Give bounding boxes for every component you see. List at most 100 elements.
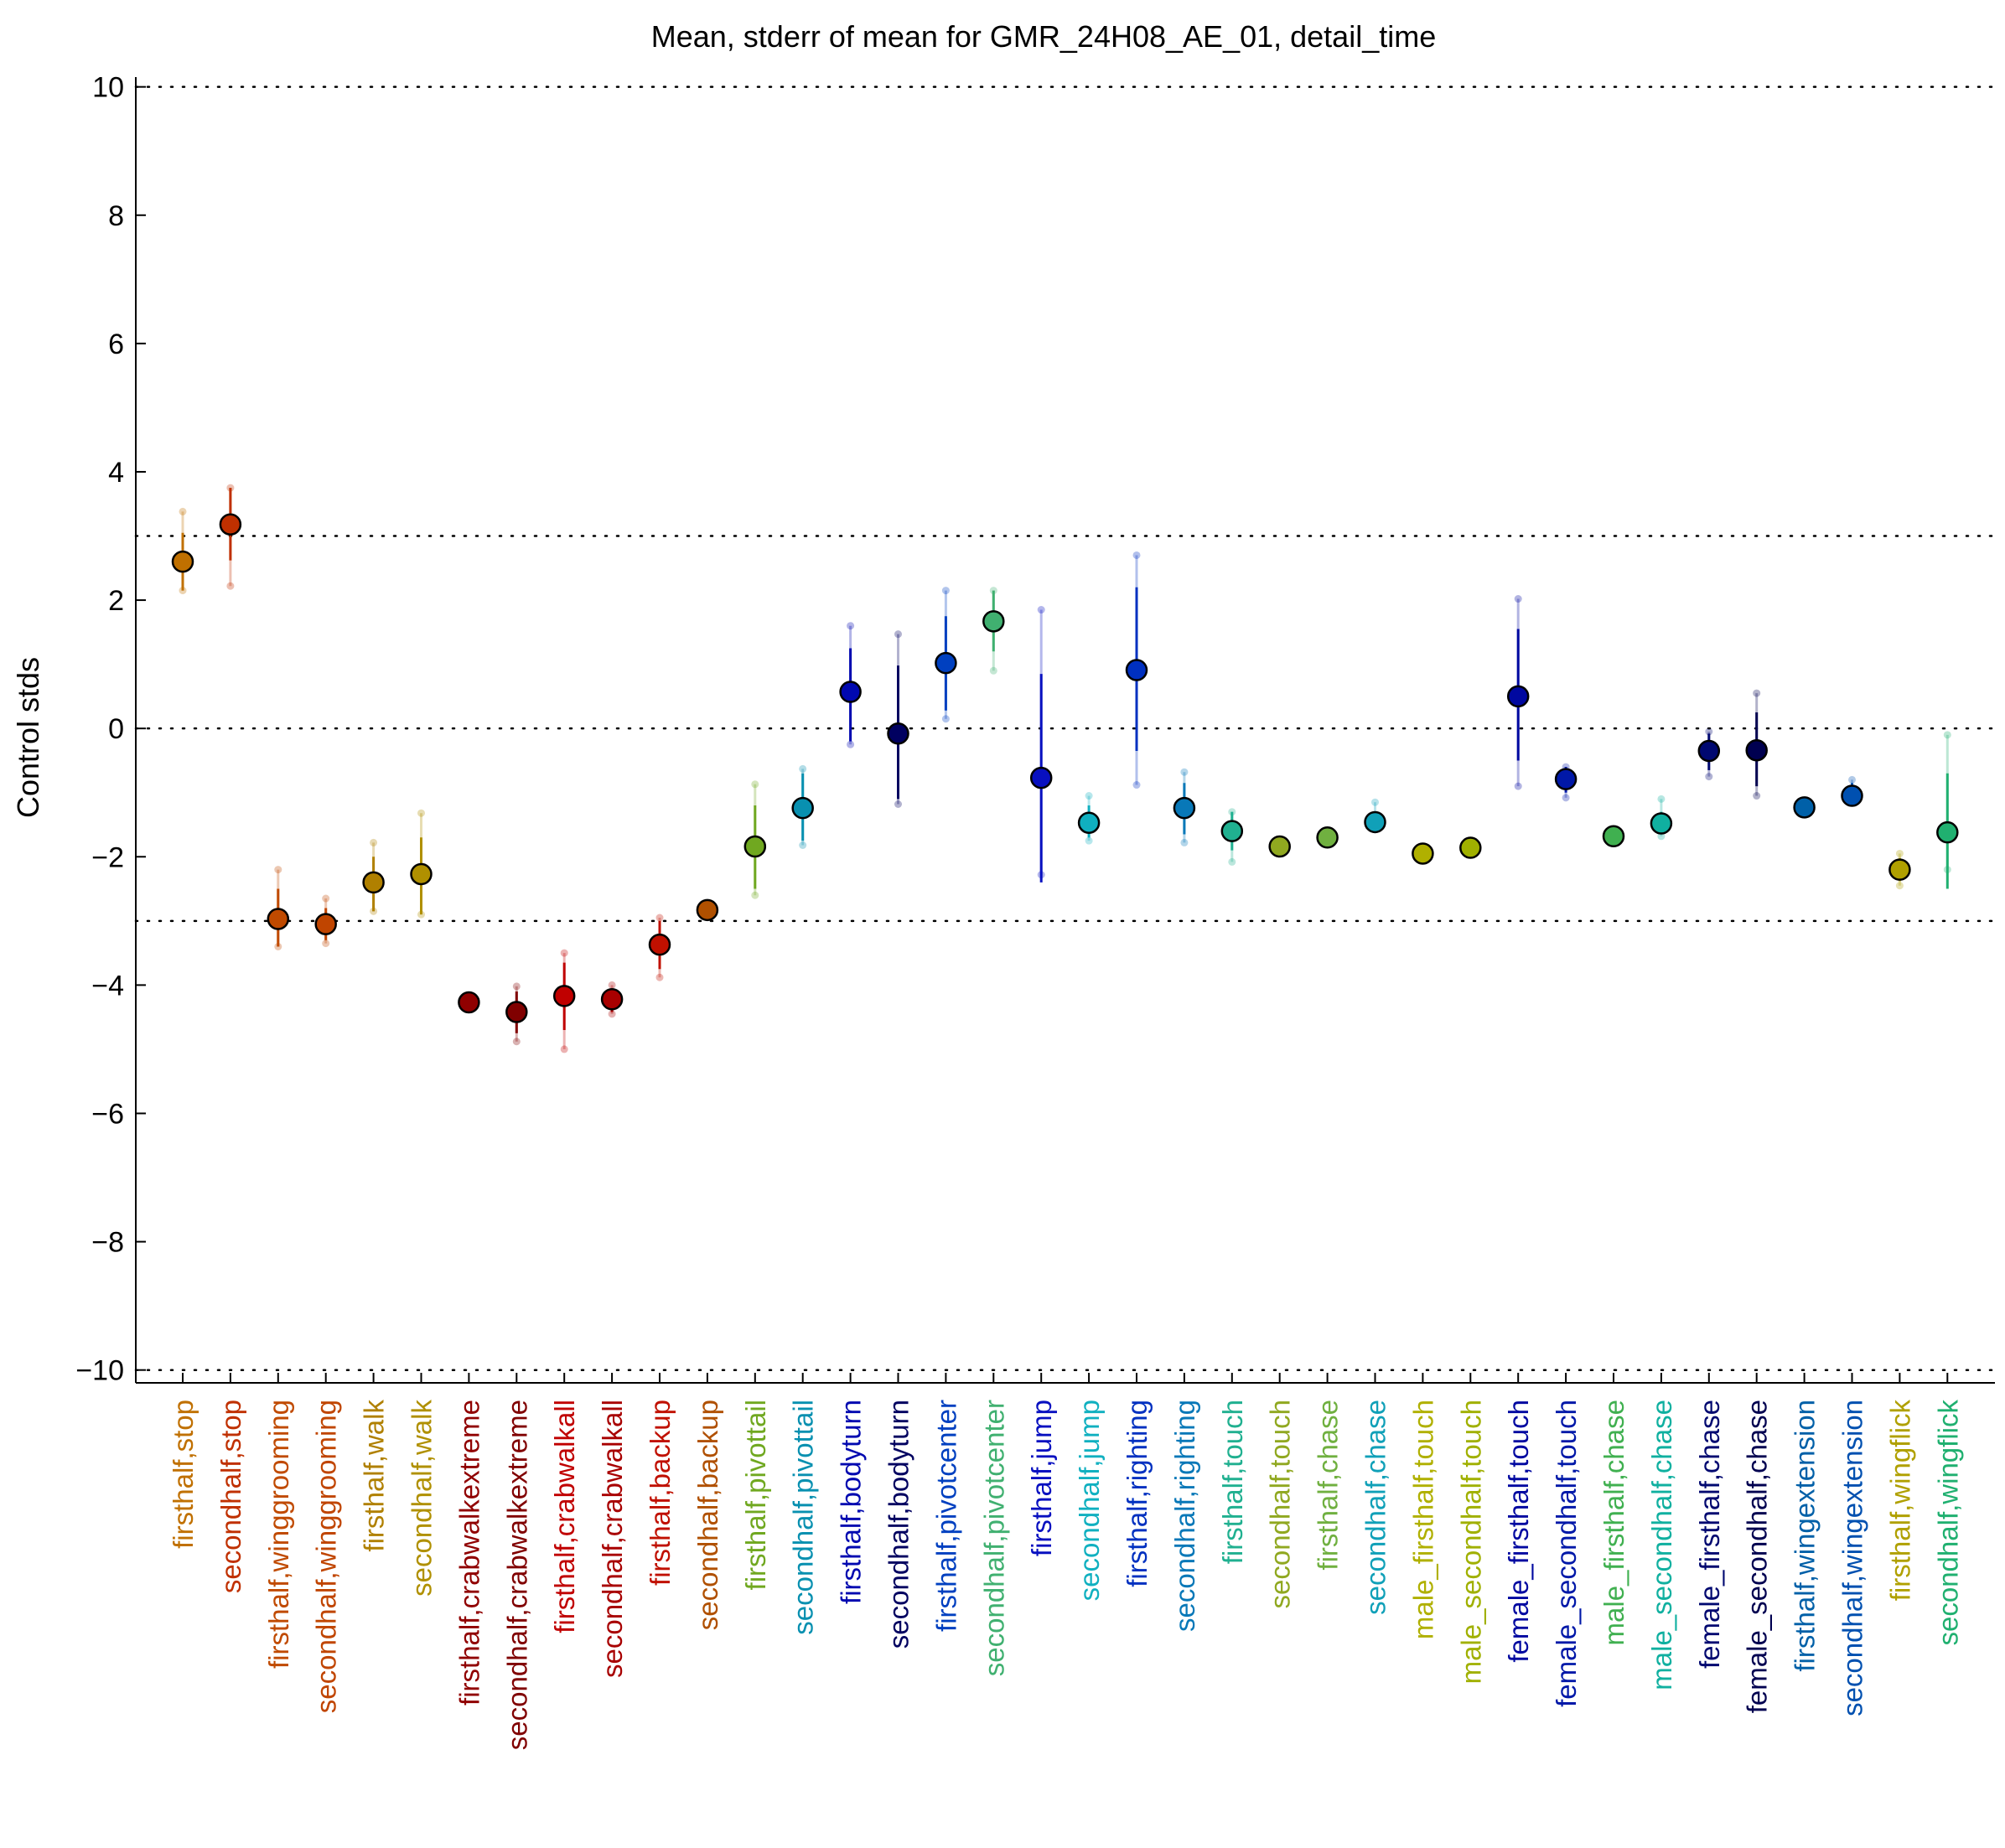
data-point-group <box>1554 763 1578 802</box>
y-tick-label: 10 <box>92 72 124 104</box>
data-point-group <box>791 764 814 849</box>
mean-marker <box>887 722 909 745</box>
data-point-group <box>1173 768 1196 846</box>
data-point-group <box>219 484 242 590</box>
range-end-dot <box>989 666 997 675</box>
data-point-group <box>935 587 957 723</box>
mean-marker <box>791 796 814 820</box>
range-end-dot <box>1895 882 1904 890</box>
x-tick-label: secondhalf,pivottail <box>788 1400 819 1635</box>
x-tick-label: female_secondhalf,chase <box>1742 1400 1773 1713</box>
data-point-group <box>600 981 624 1018</box>
y-tick-label: 8 <box>108 200 124 232</box>
data-point-group <box>1220 808 1244 866</box>
x-tick-label: female_secondhalf,touch <box>1551 1400 1582 1707</box>
range-end-dot <box>608 981 616 989</box>
x-tick-label: secondhalf,backup <box>692 1400 723 1630</box>
mean-marker <box>1745 738 1768 762</box>
range-end-dot <box>512 982 521 991</box>
y-tick-label: −8 <box>91 1227 124 1259</box>
mean-marker <box>696 898 719 922</box>
x-tick-label: female_firsthalf,chase <box>1694 1400 1725 1669</box>
range-end-dot <box>894 800 902 809</box>
range-end-dot <box>1705 773 1713 781</box>
data-point-group <box>1459 836 1482 859</box>
axes <box>135 77 1995 1384</box>
mean-marker <box>267 908 290 930</box>
data-point-group <box>743 780 767 899</box>
y-tick-label: −4 <box>91 970 124 1002</box>
x-tick-label: firsthalf,wingextension <box>1790 1400 1821 1672</box>
range-end-dot <box>751 780 759 789</box>
mean-marker <box>171 550 194 573</box>
range-end-dot <box>1895 849 1904 857</box>
range-end-dot <box>512 1038 521 1046</box>
x-tick-label: secondhalf,righting <box>1169 1400 1200 1632</box>
range-end-dot <box>847 740 855 748</box>
data-point-group <box>1077 792 1101 845</box>
range-end-dot <box>1371 798 1379 806</box>
x-tick-label: male_firsthalf,touch <box>1407 1400 1438 1639</box>
range-end-dot <box>322 940 330 948</box>
y-tick-label: −10 <box>75 1355 124 1387</box>
mean-marker <box>1888 858 1911 881</box>
data-point-group <box>458 991 480 1014</box>
mean-marker <box>1650 812 1673 835</box>
x-tick-label: secondhalf,winggrooming <box>311 1400 342 1713</box>
range-end-dot <box>941 587 950 595</box>
data-point-group <box>1125 551 1148 789</box>
data-point-group <box>1745 689 1768 800</box>
data-point-group <box>1793 796 1816 819</box>
x-tick-label: secondhalf,walk <box>407 1400 438 1597</box>
x-tick-label: male_firsthalf,chase <box>1598 1400 1629 1645</box>
mean-marker <box>1506 685 1530 708</box>
data-point-group <box>648 914 671 981</box>
data-point-group <box>1697 727 1721 781</box>
x-tick-label: male_secondhalf,touch <box>1455 1400 1486 1684</box>
mean-marker <box>1316 826 1339 849</box>
mean-marker <box>1602 825 1625 848</box>
y-axis-label: Control stds <box>11 657 45 818</box>
x-tick-label: firsthalf,backup <box>645 1400 676 1586</box>
range-end-dot <box>226 582 235 590</box>
range-end-dot <box>655 973 664 981</box>
range-end-dot <box>1848 775 1856 784</box>
x-tick-label: female_firsthalf,touch <box>1503 1400 1534 1663</box>
data-point-group <box>887 630 909 809</box>
range-end-dot <box>274 866 282 874</box>
range-end-dot <box>894 630 902 639</box>
mean-marker <box>935 651 957 675</box>
range-end-dot <box>322 894 330 903</box>
data-point-group <box>839 622 862 748</box>
mean-marker <box>1220 820 1244 842</box>
range-end-dot <box>847 622 855 630</box>
range-end-dot <box>1132 781 1141 789</box>
y-ticks: 10 8 6 4 2 0 −2 −4 −6 −8 −10 <box>75 72 146 1387</box>
range-end-dot <box>799 841 807 849</box>
range-end-dot <box>1085 792 1093 800</box>
x-tick-label: firsthalf,crabwalkextreme <box>453 1400 484 1706</box>
x-tick-label: firsthalf,wingflick <box>1884 1400 1915 1602</box>
range-end-dot <box>608 1010 616 1018</box>
mean-marker <box>743 835 767 858</box>
data-point-group <box>1841 775 1863 807</box>
range-end-dot <box>799 764 807 773</box>
mean-marker <box>1364 810 1386 834</box>
data-point-group <box>1364 798 1386 834</box>
x-tick-label: firsthalf,pivotcenter <box>930 1400 961 1632</box>
data-point-group <box>410 809 433 919</box>
range-end-dot <box>560 949 568 957</box>
mean-marker <box>505 1001 528 1023</box>
x-tick-label: secondhalf,jump <box>1074 1400 1105 1601</box>
x-tick-label: firsthalf,stop <box>168 1400 199 1549</box>
data-point-group <box>982 587 1005 675</box>
mean-marker <box>1841 784 1863 807</box>
x-tick-label: secondhalf,chase <box>1360 1400 1391 1615</box>
data-point-group <box>267 866 290 950</box>
x-tick-label: firsthalf,walk <box>359 1400 390 1552</box>
range-end-dot <box>1562 794 1570 802</box>
mean-marker <box>314 913 337 935</box>
x-tick-label: secondhalf,touch <box>1265 1400 1296 1609</box>
